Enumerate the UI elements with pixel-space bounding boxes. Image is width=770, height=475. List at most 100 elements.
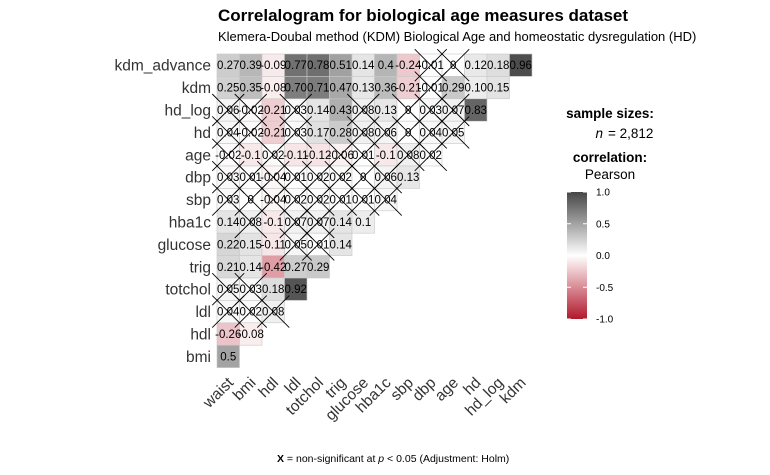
cell-value-label: 0.14	[330, 217, 353, 229]
cell-value-label: 0.47	[330, 83, 352, 95]
heatmap-cell-glucose-trig	[329, 232, 353, 256]
cell-value-label: 0.92	[285, 284, 307, 296]
heatmap-cell-kdm-hd_log	[486, 76, 510, 100]
x-mark-stroke	[211, 160, 245, 194]
cell-value-label: -0.21	[395, 83, 421, 95]
heatmap-cell-totchol-ldl	[284, 277, 308, 301]
cell-value-label: -0.11	[283, 150, 308, 162]
cell-value-label: -0.06	[328, 150, 354, 162]
x-mark-stroke	[414, 138, 448, 172]
non-significant-x-mark	[369, 183, 403, 216]
cell-value-label: 0.83	[465, 105, 487, 117]
cell-value-label: 0.15	[487, 83, 509, 95]
cell-value-label: 0.08	[397, 150, 419, 162]
legend-tick-label: 1.0	[596, 188, 610, 199]
non-significant-x-mark	[234, 205, 268, 239]
legend-sample-title: sample sizes:	[566, 106, 654, 121]
cell-value-label: 0.04	[217, 127, 240, 139]
cell-value-label: 0.17	[307, 127, 329, 139]
legend-tick-label: -0.5	[596, 283, 614, 294]
x-mark-stroke	[301, 228, 335, 261]
cell-value-label: 0.08	[240, 217, 262, 229]
cell-value-label: 0.78	[307, 60, 329, 72]
cell-value-label: 0.02	[240, 307, 262, 319]
cell-value-label: 0.39	[240, 60, 262, 72]
cell-value-label: 0.04	[375, 195, 398, 207]
cell-value-label: 0.05	[217, 284, 239, 296]
cell-value-label: 0.07	[307, 217, 329, 229]
caption-p: p	[377, 453, 384, 465]
non-significant-x-mark	[256, 295, 290, 328]
x-mark-stroke	[279, 228, 313, 261]
cell-value-label: 0.02	[285, 195, 307, 207]
cell-value-label: 0.06	[375, 127, 397, 139]
non-significant-x-mark	[211, 295, 245, 328]
non-significant-x-mark	[234, 183, 268, 216]
heatmap-cells: 0.27 0.39-0.090.77 0.78 0.51 0.14 0.4 -0.24-0.…	[211, 48, 533, 368]
cell-value-label: 0.01	[352, 195, 374, 207]
cell-value-label: -0.11	[261, 239, 286, 251]
non-significant-x-mark	[279, 93, 313, 127]
cell-value-label: 0.1	[355, 217, 371, 229]
cell-value-label: 0	[360, 172, 366, 184]
cell-value-label: 0.02	[420, 150, 442, 162]
cell-value-label: 0.28	[330, 127, 352, 139]
x-mark-stroke	[279, 183, 313, 216]
cell-value-label: 0.01	[240, 172, 262, 184]
cell-value-label: 0.05	[285, 239, 307, 251]
cell-value-label: 0.12	[465, 60, 487, 72]
cell-value-label: 0.02	[307, 195, 329, 207]
heatmap-cell-hd_log-hd	[464, 98, 488, 122]
cell-value-label: 0.14	[240, 262, 263, 274]
cell-value-label: -0.1	[263, 217, 283, 229]
non-significant-x-mark	[279, 228, 313, 261]
cell-value-label: 0	[248, 195, 254, 207]
x-mark-stroke	[211, 138, 245, 172]
x-mark-stroke	[279, 93, 313, 127]
non-significant-x-mark	[211, 116, 245, 149]
caption-x-mark: X	[277, 453, 284, 465]
x-tick-label: kdm	[497, 374, 530, 407]
cell-value-label: 0	[405, 127, 411, 139]
cell-value-label: -0.04	[260, 172, 287, 184]
cell-value-label: 0.04	[217, 307, 240, 319]
y-tick-label: hd	[194, 125, 211, 142]
cell-value-label: 0.05	[442, 127, 464, 139]
cell-value-label: -0.24	[395, 60, 422, 72]
cell-value-label: 0.36	[375, 83, 397, 95]
cell-value-label: -0.21	[260, 127, 286, 139]
cell-value-label: 0.04	[420, 127, 443, 139]
y-tick-label: hba1c	[169, 215, 211, 232]
caption: X = non-significant at p < 0.05 (Adjustm…	[277, 453, 509, 465]
legend-correlation-method: Pearson	[585, 167, 635, 182]
x-mark-stroke	[346, 93, 380, 127]
cell-value-label: 0.18	[262, 284, 284, 296]
cell-value-label: 0.02	[330, 172, 352, 184]
cell-value-label: 0.35	[240, 83, 262, 95]
cell-value-label: 0.07	[285, 217, 307, 229]
y-tick-label: hd_log	[164, 103, 211, 120]
cell-value-label: 0.06	[217, 105, 239, 117]
cell-value-label: -0.1	[376, 150, 396, 162]
y-tick-label: totchol	[165, 282, 211, 299]
cell-value-label: 0.5	[220, 351, 236, 363]
cell-value-label: 0.77	[285, 60, 307, 72]
cell-value-label: 0.03	[217, 195, 239, 207]
cell-value-label: -0.21	[260, 105, 286, 117]
non-significant-x-mark	[414, 48, 448, 82]
cell-value-label: 0.51	[330, 60, 352, 72]
x-mark-stroke	[234, 295, 268, 328]
legend-tick-label: -1.0	[596, 315, 614, 326]
cell-value-label: 0.03	[240, 284, 262, 296]
x-mark-stroke	[369, 183, 403, 216]
cell-value-label: 0	[450, 60, 456, 72]
cell-value-label: 0.01	[330, 195, 352, 207]
non-significant-x-mark	[346, 183, 380, 216]
y-tick-label: kdm	[182, 80, 211, 97]
cell-value-label: -0.04	[260, 195, 287, 207]
svg-text:X = non-significant at p < 0.0: X = non-significant at p < 0.05 (Adjustm…	[277, 453, 509, 465]
x-mark-stroke	[256, 295, 290, 328]
x-mark-stroke	[211, 183, 245, 216]
